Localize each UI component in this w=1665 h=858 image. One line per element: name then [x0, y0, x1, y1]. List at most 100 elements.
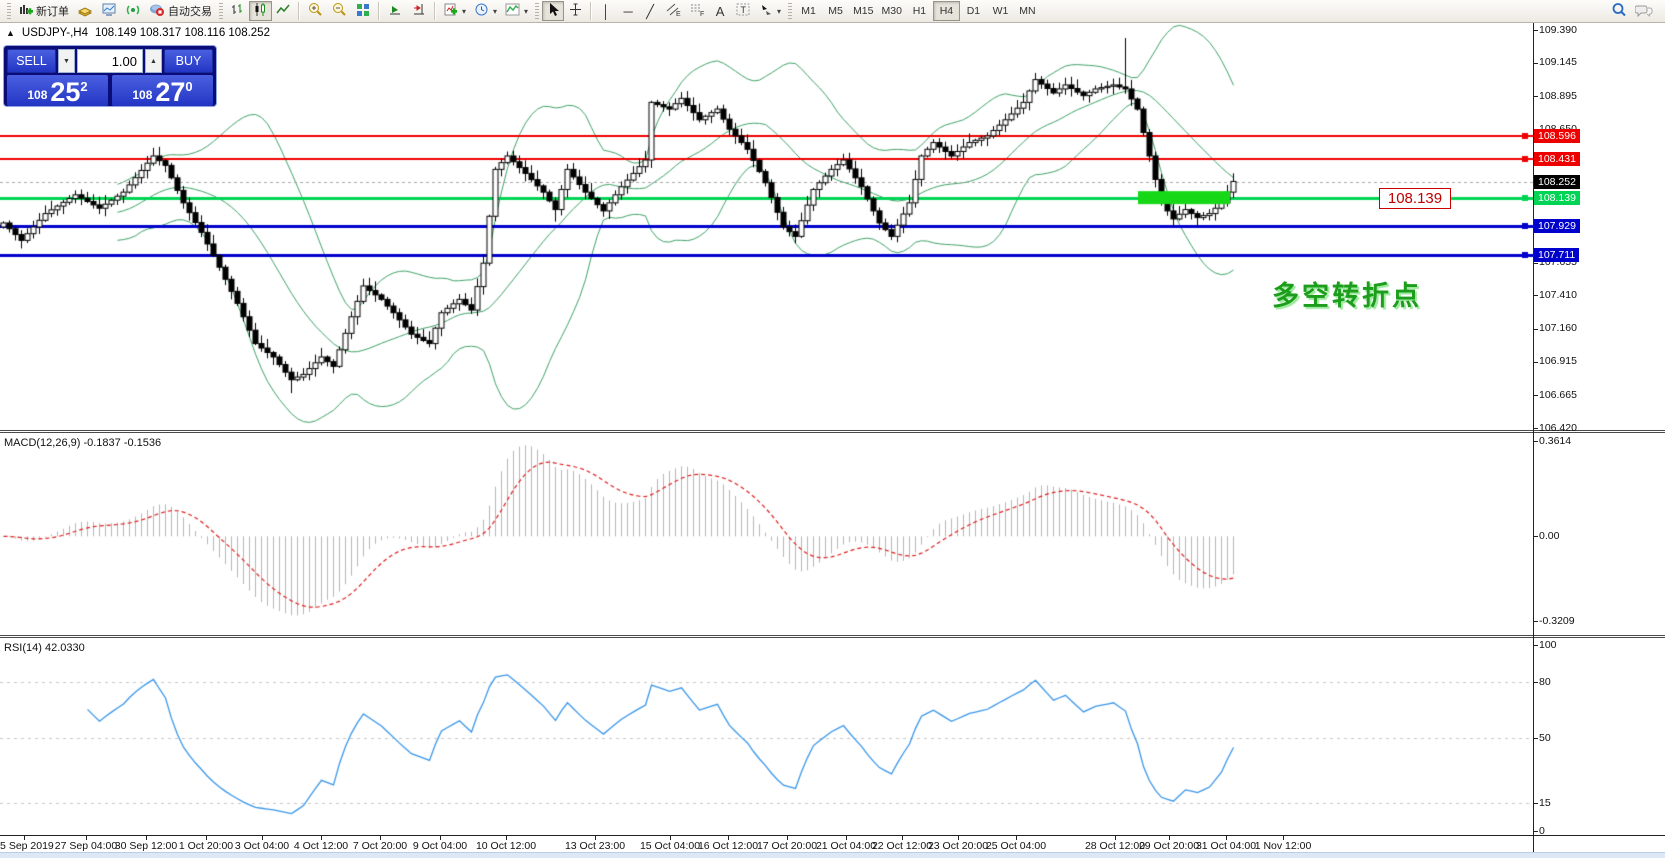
line-chart-icon: [276, 2, 291, 20]
timeframe-button-m5[interactable]: M5: [822, 1, 849, 21]
rsi-axis-tick-label: 15: [1539, 796, 1551, 809]
bar-chart-button[interactable]: [226, 1, 249, 21]
sell-button[interactable]: SELL: [7, 49, 56, 73]
timeframe-button-h1[interactable]: H1: [906, 1, 933, 21]
buy-price-prefix: 108: [132, 88, 153, 102]
tile-windows-button[interactable]: [351, 1, 375, 21]
text-button[interactable]: A: [709, 1, 731, 21]
buy-price-box[interactable]: 108 27 0: [112, 75, 213, 106]
time-axis-label: 31 Oct 04:00: [1195, 840, 1257, 852]
time-axis-tick: [506, 836, 507, 840]
status-bar: [0, 852, 1665, 858]
toolbar-grip[interactable]: [788, 3, 793, 19]
macd-panel-canvas[interactable]: [0, 433, 1533, 635]
profiles-button[interactable]: [470, 1, 501, 21]
price-axis-tick-label: 107.410: [1539, 288, 1577, 301]
timeframe-button-m30[interactable]: M30: [878, 1, 906, 21]
buy-button[interactable]: BUY: [164, 49, 213, 73]
zoom-out-button[interactable]: [327, 1, 351, 21]
price-axis-tick: [1533, 395, 1538, 396]
book-icon: [77, 2, 93, 20]
sell-price-pip: 2: [80, 79, 88, 94]
signal-icon: [125, 2, 141, 20]
rsi-axis-tick: [1533, 831, 1538, 832]
indicators-button[interactable]: [501, 1, 532, 21]
equidistant-channel-button[interactable]: E: [661, 1, 685, 21]
fibonacci-icon: F: [689, 2, 705, 20]
rsi-panel-canvas[interactable]: [0, 638, 1533, 835]
price-axis-tick-label: 109.145: [1539, 56, 1577, 69]
one-click-trading-panel: SELL ▼ 1.00 ▲ BUY 108 25 2 108 27 0: [3, 45, 217, 107]
chart-annotation-text[interactable]: 多空转折点: [1272, 281, 1422, 311]
candlestick-chart-button[interactable]: [249, 1, 272, 21]
cursor-button[interactable]: [542, 1, 565, 21]
macd-axis-tick-label: -0.3209: [1539, 614, 1575, 627]
hline-price-label[interactable]: 107.929: [1534, 218, 1580, 233]
rsi-label: RSI(14) 42.0330: [4, 642, 85, 654]
arrows-shapes-button[interactable]: [755, 1, 785, 21]
toolbar-grip[interactable]: [219, 3, 223, 19]
fibonacci-button[interactable]: F: [685, 1, 709, 21]
panel-separator[interactable]: [0, 430, 1665, 433]
sell-price-big: 25: [50, 77, 81, 107]
auto-scroll-button[interactable]: [383, 1, 407, 21]
hline-price-label[interactable]: 108.139: [1534, 190, 1580, 205]
timeframe-button-mn[interactable]: MN: [1014, 1, 1041, 21]
zoom-in-button[interactable]: [303, 1, 327, 21]
vertical-line-button[interactable]: │: [595, 1, 617, 21]
time-axis-label: 22 Oct 12:00: [871, 840, 933, 852]
chart-window-button[interactable]: [97, 1, 121, 21]
sell-price-box[interactable]: 108 25 2: [7, 75, 108, 106]
chat-button[interactable]: [1631, 1, 1657, 21]
chart-workspace: ▲ USDJPY-,H4 108.149 108.317 108.116 108…: [0, 23, 1665, 858]
time-axis-line: [0, 835, 1665, 836]
volume-decrease-button[interactable]: ▼: [58, 49, 75, 73]
timeframe-button-d1[interactable]: D1: [960, 1, 987, 21]
new-order-button[interactable]: 新订单: [14, 1, 73, 21]
chat-icon: [1634, 2, 1653, 21]
panel-separator[interactable]: [0, 635, 1665, 638]
autotrading-button[interactable]: 自动交易: [145, 1, 216, 21]
macd-axis-tick-label: 0.3614: [1539, 434, 1572, 447]
collapse-panel-icon[interactable]: ▲: [6, 28, 15, 38]
signals-button[interactable]: [121, 1, 145, 21]
svg-text:E: E: [676, 11, 681, 17]
buy-price-big: 27: [155, 77, 186, 107]
horizontal-line-button[interactable]: ─: [617, 1, 639, 21]
time-axis-tick: [86, 836, 87, 840]
trendline-button[interactable]: ╱: [639, 1, 661, 21]
timeframe-button-w1[interactable]: W1: [987, 1, 1014, 21]
time-axis-label: 7 Oct 20:00: [352, 840, 408, 852]
chart-shift-button[interactable]: [407, 1, 431, 21]
toolbar-grip[interactable]: [535, 3, 540, 19]
text-label-button[interactable]: T: [731, 1, 755, 21]
hline-price-label[interactable]: 107.711: [1534, 247, 1580, 262]
time-axis-label: 25 Oct 04:00: [985, 840, 1047, 852]
timeframe-group: M1 M5 M15 M30 H1 H4 D1 W1 MN: [795, 1, 1041, 21]
macd-axis-tick-label: 0.00: [1539, 529, 1560, 542]
price-axis-tick-label: 108.895: [1539, 89, 1577, 102]
new-chart-button[interactable]: [439, 1, 470, 21]
auto-scroll-icon: [387, 2, 403, 20]
volume-input[interactable]: 1.00: [77, 49, 143, 73]
price-tag-108139[interactable]: 108.139: [1379, 187, 1451, 209]
time-axis-label: 16 Oct 12:00: [697, 840, 759, 852]
timeframe-button-m1[interactable]: M1: [795, 1, 822, 21]
line-chart-button[interactable]: [272, 1, 295, 21]
crosshair-button[interactable]: [564, 1, 587, 21]
timeframe-button-m15[interactable]: M15: [849, 1, 877, 21]
volume-increase-button[interactable]: ▲: [145, 49, 162, 73]
hline-price-label[interactable]: 108.596: [1534, 129, 1580, 144]
cursor-icon: [547, 2, 560, 20]
indicators-icon: [505, 2, 520, 20]
crosshair-icon: [568, 2, 583, 20]
hline-price-label[interactable]: 108.431: [1534, 151, 1580, 166]
toolbar-grip[interactable]: [7, 3, 11, 19]
history-book-button[interactable]: [73, 1, 97, 21]
price-axis-tick: [1533, 362, 1538, 363]
time-axis-label: 23 Oct 20:00: [927, 840, 989, 852]
main-chart-canvas[interactable]: [0, 23, 1533, 430]
timeframe-button-h4[interactable]: H4: [932, 1, 960, 21]
time-axis-label: 4 Oct 12:00: [293, 840, 349, 852]
search-button[interactable]: [1607, 1, 1631, 21]
